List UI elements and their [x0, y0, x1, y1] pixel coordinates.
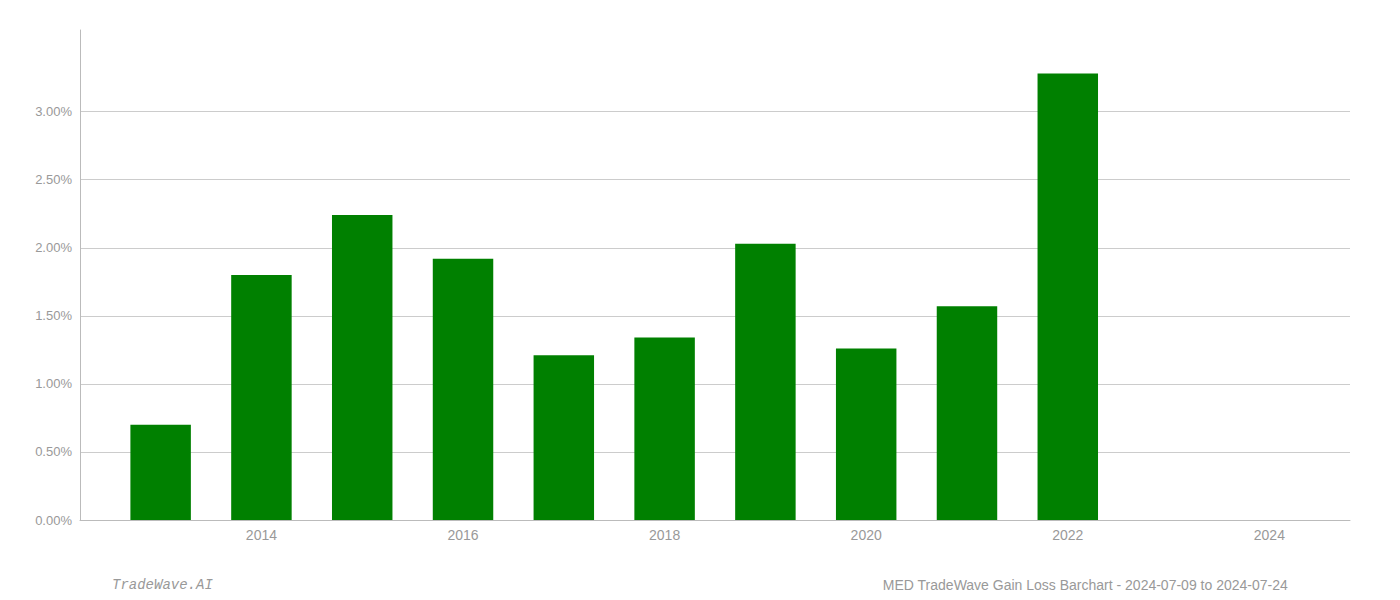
- svg-text:MED TradeWave Gain Loss Barcha: MED TradeWave Gain Loss Barchart - 2024-…: [883, 577, 1288, 593]
- svg-text:2014: 2014: [246, 527, 277, 543]
- svg-text:0.00%: 0.00%: [35, 513, 72, 528]
- svg-text:1.50%: 1.50%: [35, 308, 72, 323]
- svg-text:2.50%: 2.50%: [35, 172, 72, 187]
- svg-text:0.50%: 0.50%: [35, 444, 72, 459]
- svg-text:TradeWave.AI: TradeWave.AI: [112, 577, 213, 593]
- svg-text:2020: 2020: [851, 527, 882, 543]
- svg-text:2016: 2016: [447, 527, 478, 543]
- svg-text:1.00%: 1.00%: [35, 376, 72, 391]
- svg-text:2022: 2022: [1052, 527, 1083, 543]
- svg-text:3.00%: 3.00%: [35, 104, 72, 119]
- svg-text:2024: 2024: [1254, 527, 1285, 543]
- svg-text:2018: 2018: [649, 527, 680, 543]
- svg-text:2.00%: 2.00%: [35, 240, 72, 255]
